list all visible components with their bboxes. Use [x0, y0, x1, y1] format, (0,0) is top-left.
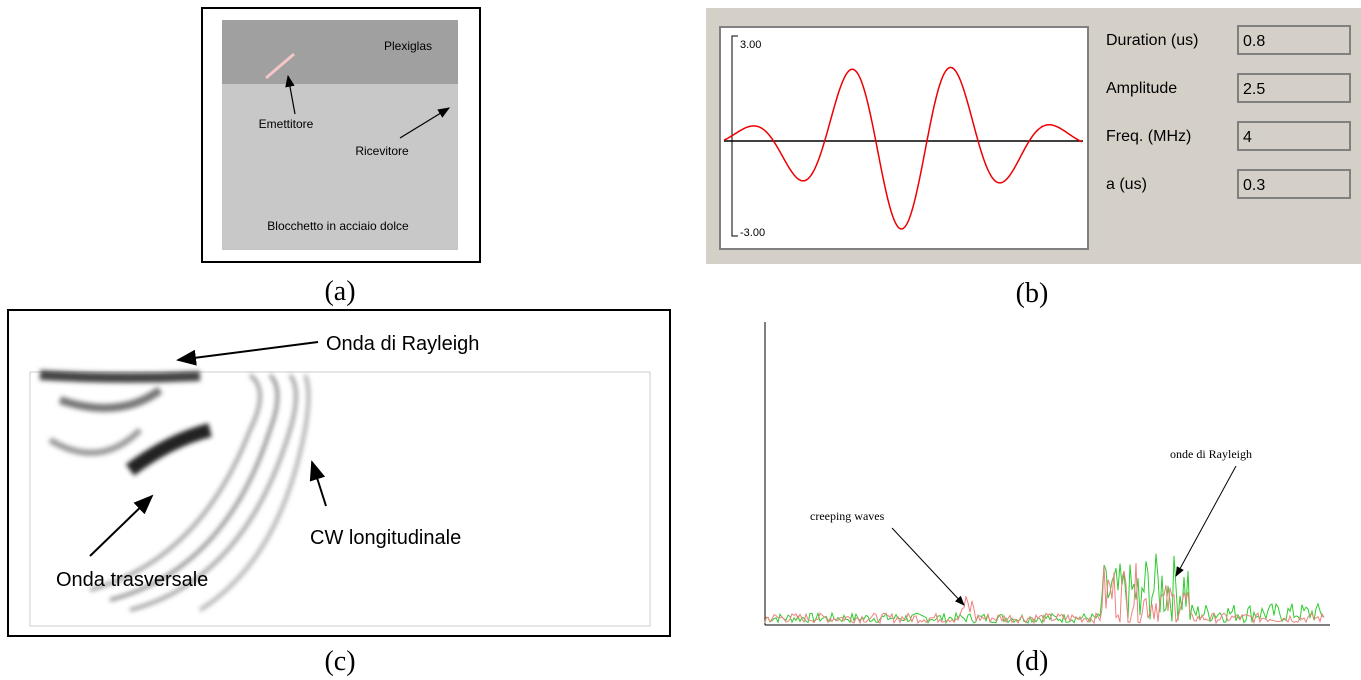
simulation	[29, 371, 651, 627]
label: CW longitudinale	[310, 527, 461, 549]
label: Plexiglas	[384, 39, 432, 53]
field-box	[1237, 121, 1351, 151]
emitter-mark	[265, 52, 295, 80]
arrow	[89, 494, 154, 557]
panel-b: 3.00 -3.00 Duration (us) 0.8 Amplitude 2.5 F…	[706, 8, 1361, 309]
panel-d: creeping waves onde di Rayleigh (d)	[764, 322, 1330, 677]
label: Onda di Rayleigh	[326, 333, 479, 355]
field-value: 0.8	[1243, 33, 1265, 50]
field-value: 0.3	[1243, 177, 1265, 194]
field-box	[1237, 73, 1351, 103]
field-label: Amplitude	[1106, 80, 1177, 97]
label: Ricevitore	[355, 144, 409, 158]
label: Emettitore	[259, 117, 314, 131]
caption: (c)	[324, 646, 355, 677]
field-box	[1237, 25, 1351, 55]
fields: Duration (us) 0.8 Amplitude 2.5 Freq. (MHz) 4…	[1106, 25, 1351, 199]
arrow	[891, 527, 965, 606]
y-max: 3.00	[740, 39, 761, 51]
signal-red	[764, 563, 1325, 625]
label: creeping waves	[810, 509, 885, 523]
waveform	[723, 66, 1083, 230]
panel-a: Plexiglas Emettitore Ricevitore Blocchet…	[201, 7, 481, 307]
arrow	[176, 341, 319, 366]
panel-c: Onda di Rayleigh Onda trasversale CW lon…	[7, 309, 671, 677]
caption: (b)	[1016, 278, 1049, 309]
arrow	[1175, 465, 1237, 577]
field-label: a (us)	[1106, 176, 1147, 193]
label: onde di Rayleigh	[1170, 447, 1252, 461]
label: Onda trasversale	[56, 569, 208, 591]
caption: (a)	[324, 276, 355, 307]
field-label: Duration (us)	[1106, 32, 1198, 49]
plot-area	[719, 26, 1089, 250]
field-label: Freq. (MHz)	[1106, 128, 1191, 145]
caption: (d)	[1016, 646, 1049, 677]
label: Blocchetto in acciaio dolce	[267, 219, 409, 233]
arrow	[399, 107, 451, 139]
arrow	[309, 460, 327, 507]
plexiglas	[222, 20, 458, 84]
signal-green	[764, 553, 1324, 625]
field-box	[1237, 169, 1351, 199]
wavefield	[39, 370, 310, 612]
arrow	[285, 74, 296, 115]
y-min: -3.00	[740, 227, 765, 239]
field-value: 2.5	[1243, 81, 1265, 98]
field-value: 4	[1243, 129, 1252, 146]
